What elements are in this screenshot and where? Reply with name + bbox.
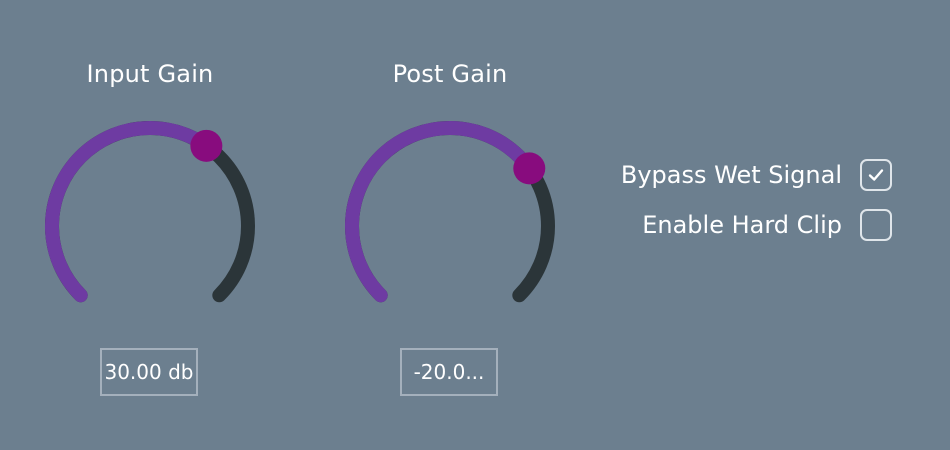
input-gain-knob-thumb[interactable] [190, 129, 223, 162]
post-gain-knob-fill-arc [345, 121, 537, 303]
bypass-wet-signal-row: Bypass Wet Signal [621, 156, 892, 194]
enable-hard-clip-checkbox[interactable] [860, 209, 892, 241]
post-gain-knob-group: Post Gain -20.0... [320, 0, 580, 450]
input-gain-knob[interactable] [20, 100, 280, 340]
options-panel: Bypass Wet Signal Enable Hard Clip [621, 156, 892, 256]
input-gain-knob-group: Input Gain 30.00 db [20, 0, 280, 450]
enable-hard-clip-label: Enable Hard Clip [642, 211, 842, 239]
check-icon [868, 169, 884, 181]
bypass-wet-signal-label: Bypass Wet Signal [620, 161, 842, 189]
enable-hard-clip-row: Enable Hard Clip [621, 206, 892, 244]
post-gain-title: Post Gain [392, 60, 508, 88]
post-gain-value-field[interactable]: -20.0... [400, 348, 498, 396]
input-gain-knob-fill-arc [45, 121, 214, 303]
input-gain-title: Input Gain [86, 60, 214, 88]
post-gain-knob-thumb[interactable] [513, 152, 546, 185]
input-gain-value-field[interactable]: 30.00 db [100, 348, 198, 396]
bypass-wet-signal-checkbox[interactable] [860, 159, 892, 191]
post-gain-knob[interactable] [320, 100, 580, 340]
